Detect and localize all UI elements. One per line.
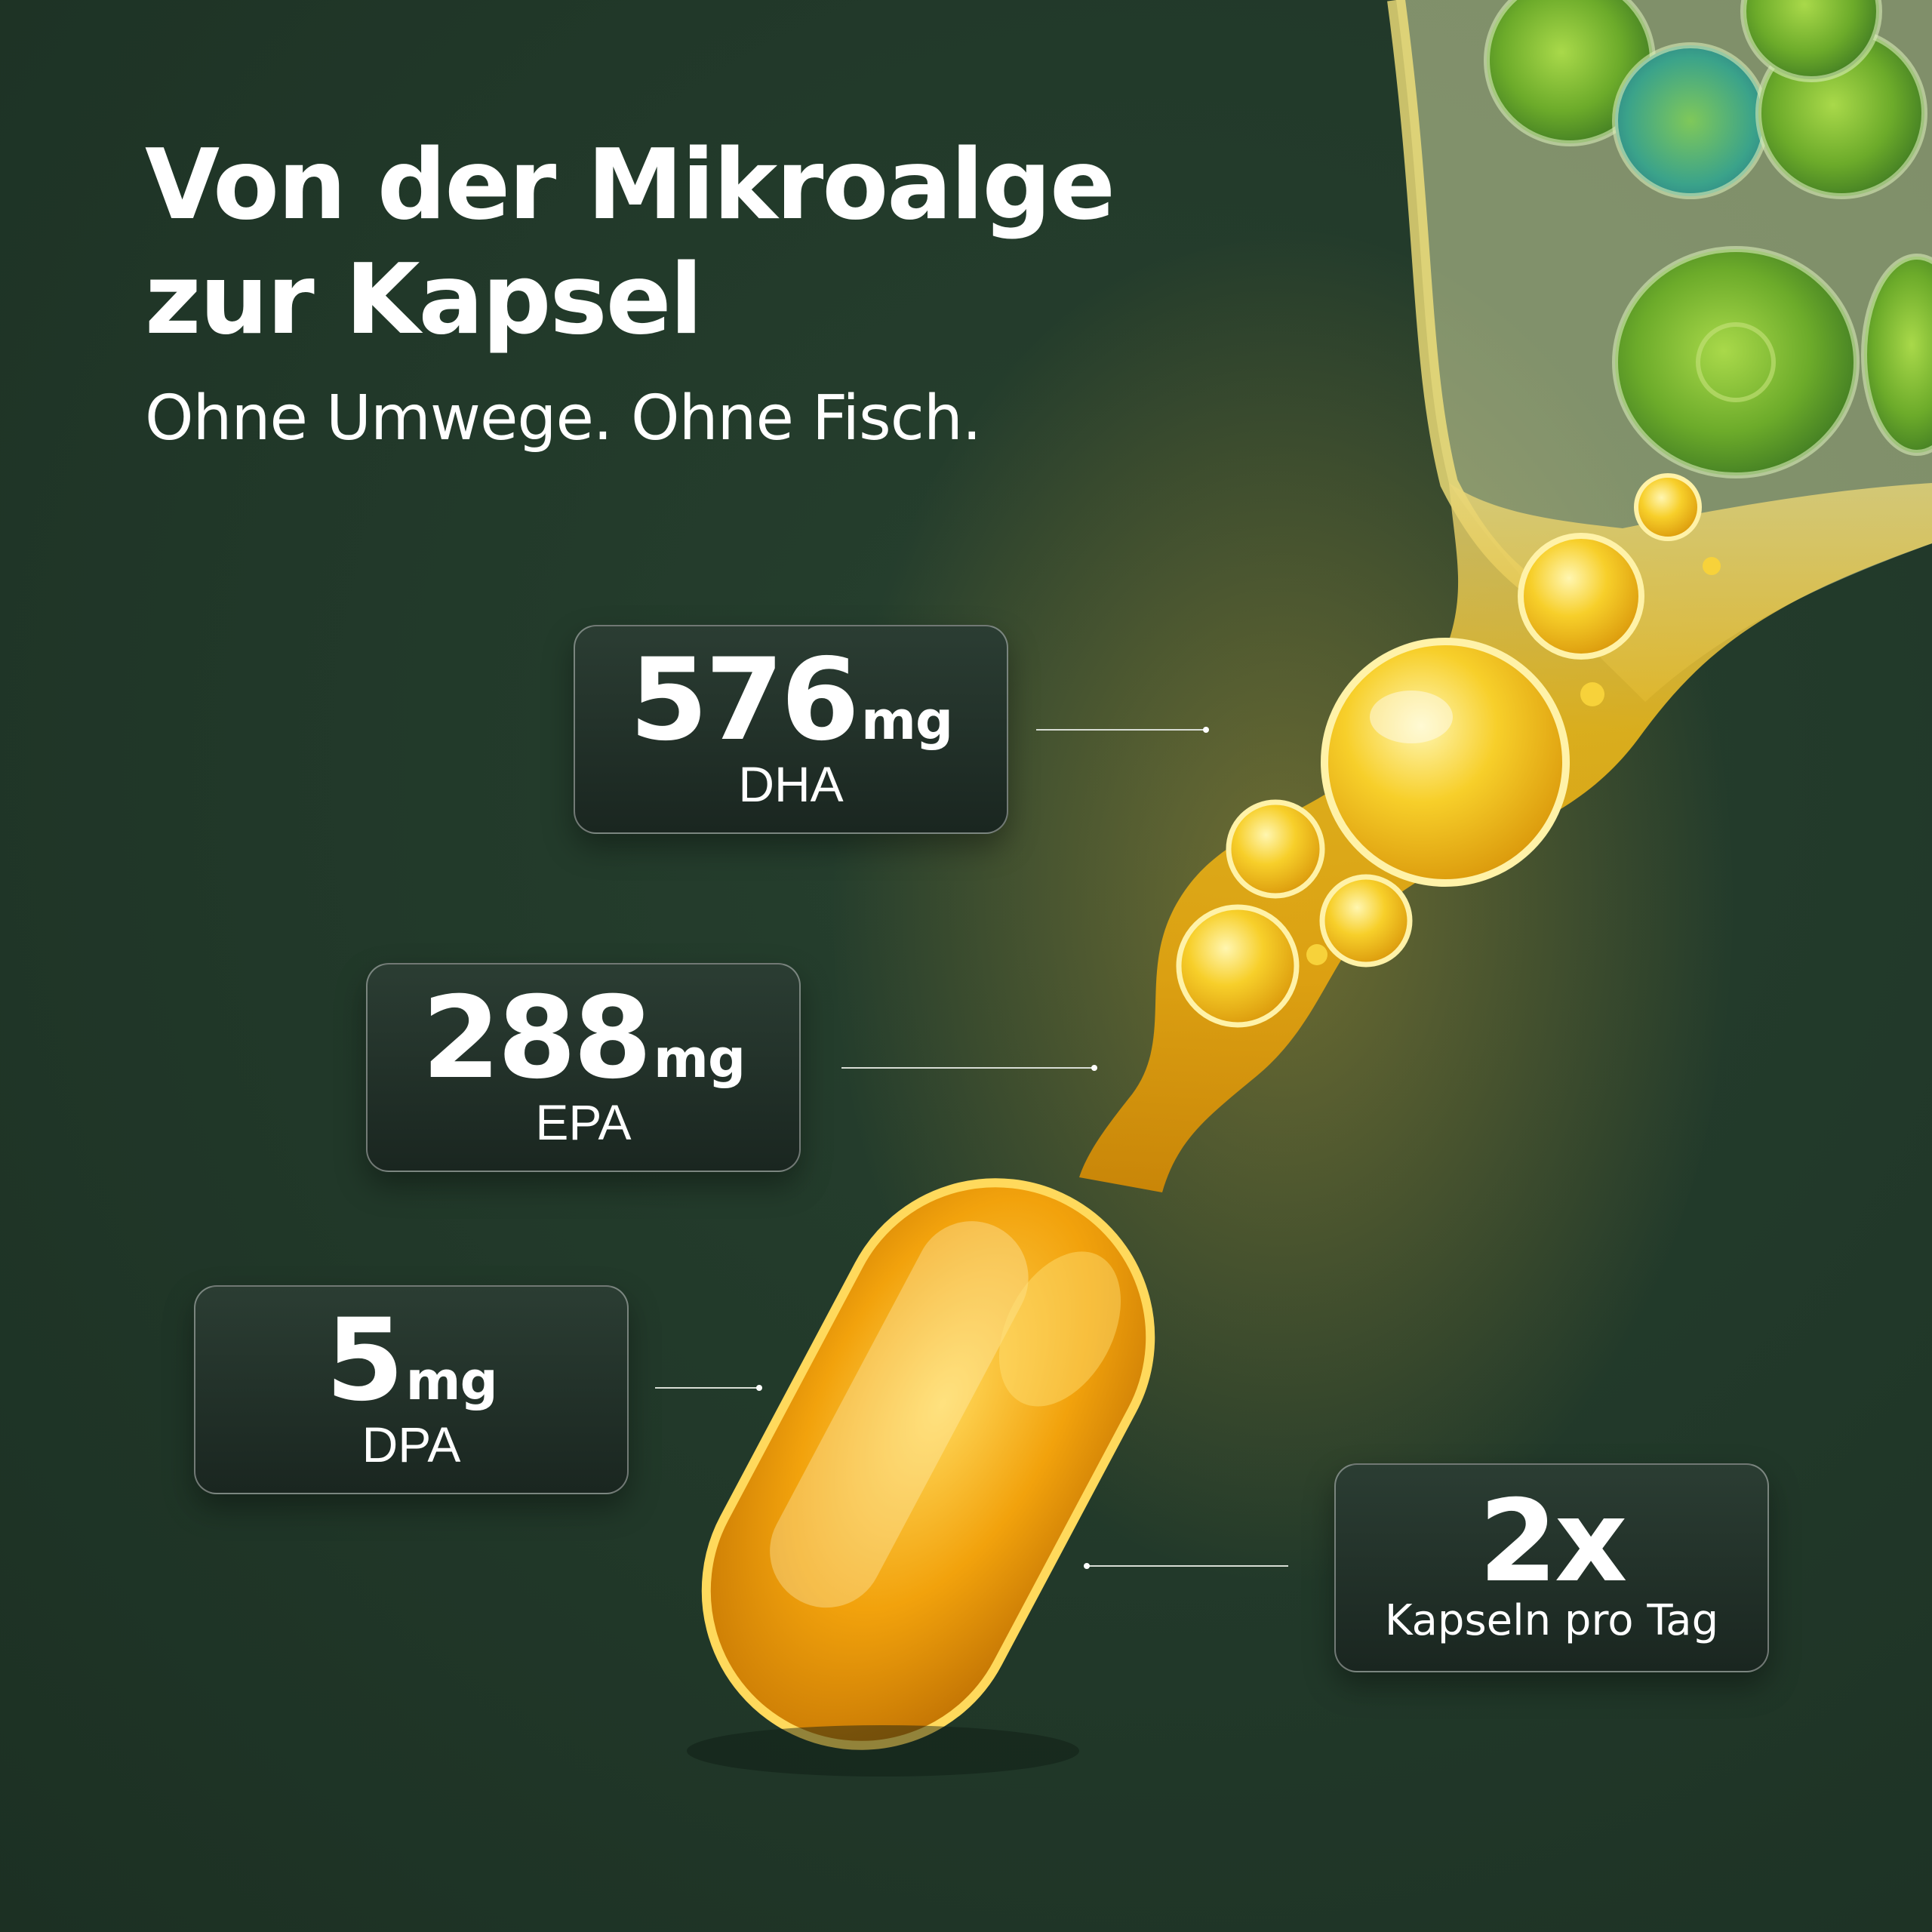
headline-line-1: Von der Mikroalge: [145, 129, 1115, 242]
dha-amount: 576mg: [575, 640, 1007, 795]
headline-line-2: zur Kapsel: [145, 244, 703, 356]
dpa-amount: 5mg: [195, 1300, 627, 1456]
headline: Von der Mikroalge zur Kapsel: [145, 128, 1115, 358]
dha-label: DHA: [738, 756, 844, 812]
dosage-value: 2x: [1478, 1476, 1627, 1607]
epa-unit: mg: [654, 1028, 746, 1090]
dosage-amount: 2x: [1336, 1481, 1767, 1637]
dha-callout: 576mg DHA: [574, 625, 1008, 834]
dpa-label: DPA: [361, 1417, 461, 1472]
dosage-label: Kapseln pro Tag: [1384, 1596, 1719, 1645]
subtitle: Ohne Umwege. Ohne Fisch.: [145, 383, 982, 454]
dha-value: 576: [629, 635, 860, 766]
dha-unit: mg: [861, 690, 953, 752]
dpa-value: 5: [325, 1295, 404, 1426]
dpa-unit: mg: [405, 1350, 498, 1412]
epa-amount: 288mg: [368, 978, 799, 1134]
epa-callout: 288mg EPA: [366, 963, 801, 1172]
dosage-callout: 2x Kapseln pro Tag: [1334, 1463, 1769, 1672]
dpa-callout: 5mg DPA: [194, 1285, 629, 1494]
epa-label: EPA: [535, 1094, 632, 1150]
epa-value: 288: [421, 973, 652, 1104]
